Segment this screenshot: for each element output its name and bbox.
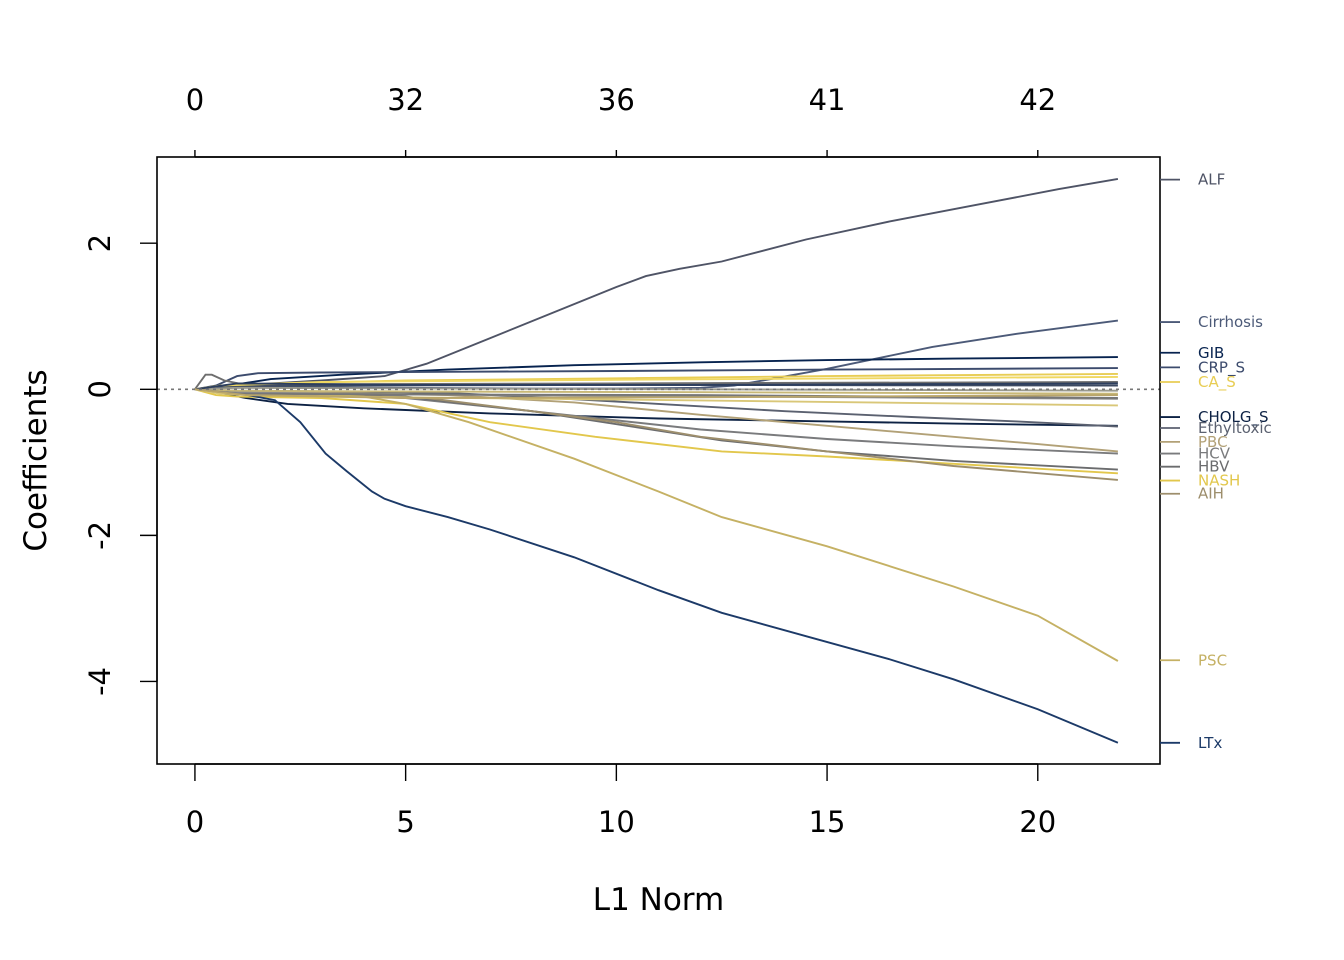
coefficient-line-ltx xyxy=(194,388,1119,744)
plot-frame xyxy=(156,156,1161,765)
x-tick-label: 15 xyxy=(809,805,846,839)
label-cholg_s: CHOLG_S xyxy=(1198,408,1269,427)
y-tick-label: 2 xyxy=(83,234,117,252)
label-crp_s: CRP_S xyxy=(1198,358,1245,377)
coefficient-line-unlabeled-19 xyxy=(194,386,1118,392)
top-tick-label: 36 xyxy=(598,83,635,117)
coefficient-line-gib xyxy=(194,356,1118,391)
label-hcv: HCV xyxy=(1198,445,1231,463)
top-axis: 0 32 36 41 42 xyxy=(186,83,1056,158)
coefficient-line-unlabeled-21 xyxy=(194,382,1118,391)
y-axis-title: Coefficients xyxy=(18,369,54,551)
y-tick-label: -4 xyxy=(83,667,117,696)
y-tick-label: 0 xyxy=(83,380,117,398)
x-axis: 0 5 10 15 20 xyxy=(186,763,1056,839)
y-axis: -4 -2 0 2 xyxy=(83,234,158,696)
x-tick-label: 10 xyxy=(598,805,635,839)
coefficient-line-crp_s xyxy=(194,367,1118,391)
label-cirrhosis: Cirrhosis xyxy=(1198,313,1263,331)
x-axis-title: L1 Norm xyxy=(593,882,724,918)
top-tick-label: 32 xyxy=(387,83,424,117)
coefficient-line-nash xyxy=(194,388,1118,475)
coefficient-line-unlabeled-18 xyxy=(194,388,1118,395)
x-tick-label: 5 xyxy=(396,805,414,839)
top-tick-label: 42 xyxy=(1019,83,1056,117)
label-nash: NASH xyxy=(1198,472,1240,490)
label-alf: ALF xyxy=(1198,171,1225,189)
label-ltx: LTx xyxy=(1198,734,1222,752)
label-pbc: PBC xyxy=(1198,433,1228,451)
top-tick-label: 41 xyxy=(809,83,846,117)
label-psc: PSC xyxy=(1198,651,1227,669)
label-gib: GIB xyxy=(1198,344,1224,362)
top-tick-label: 0 xyxy=(186,83,204,117)
x-tick-label: 20 xyxy=(1019,805,1056,839)
coefficient-line-unlabeled-14 xyxy=(194,373,1118,390)
label-hbv: HBV xyxy=(1198,458,1230,476)
y-tick-label: -2 xyxy=(83,521,117,550)
coefficient-line-alf xyxy=(194,177,1119,391)
label-ethyltoxic: Ethyltoxic xyxy=(1198,419,1272,437)
coefficient-line-unlabeled-23 xyxy=(194,388,1118,399)
label-ca_s: CA_S xyxy=(1198,373,1236,392)
coefficient-lines xyxy=(194,177,1119,744)
label-aih: AIH xyxy=(1198,485,1224,503)
x-tick-label: 0 xyxy=(186,805,204,839)
